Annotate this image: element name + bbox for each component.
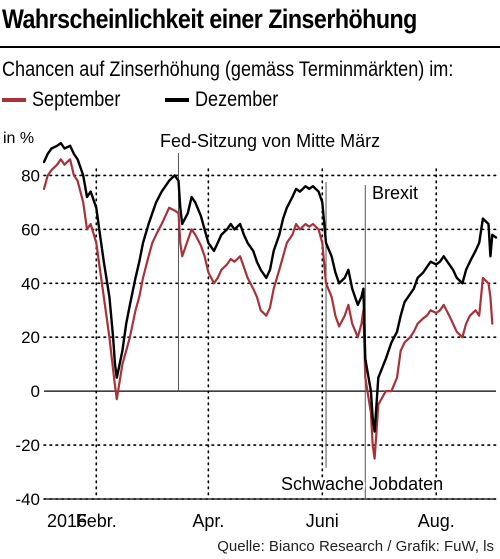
annotation-label-brexit: Brexit bbox=[372, 183, 418, 203]
series-line-dezember bbox=[42, 141, 498, 433]
x-tick-label: 2016 bbox=[47, 511, 87, 531]
title-rule bbox=[0, 46, 500, 48]
chart-title: Wahrscheinlichkeit einer Zinserhöhung bbox=[2, 4, 417, 34]
series-line-september bbox=[42, 158, 494, 460]
legend-item-september: September bbox=[2, 87, 135, 113]
annotation-label-fed-halo: Fed-Sitzung von Mitte März bbox=[160, 131, 380, 151]
x-tick-label: Apr. bbox=[192, 511, 224, 531]
y-tick-label: 60 bbox=[21, 220, 40, 239]
y-tick-label: 20 bbox=[21, 328, 40, 347]
legend-label-september: September bbox=[32, 88, 121, 111]
y-axis-unit-label: in % bbox=[3, 130, 34, 147]
x-tick-label: Juni bbox=[306, 511, 339, 531]
annotation-label-fed: Fed-Sitzung von Mitte März bbox=[160, 131, 380, 151]
source-note: Quelle: Bianco Research / Grafik: FuW, l… bbox=[217, 538, 494, 555]
x-tick-label: Aug. bbox=[418, 511, 455, 531]
y-tick-label: -40 bbox=[15, 490, 40, 509]
chart-subtitle: Chancen auf Zinserhöhung (gemäss Terminm… bbox=[2, 58, 454, 81]
y-tick-label: 0 bbox=[31, 382, 40, 401]
legend-label-dezember: Dezember bbox=[195, 88, 279, 111]
legend-item-dezember: Dezember bbox=[165, 87, 292, 113]
annotation-label-brexit-halo: Brexit bbox=[372, 183, 418, 203]
x-tick-label: Febr. bbox=[76, 511, 117, 531]
legend-swatch-september bbox=[2, 98, 26, 102]
y-tick-label: 80 bbox=[21, 166, 40, 185]
legend-swatch-dezember bbox=[165, 98, 189, 102]
annotation-label-jobdaten-halo: Schwache Jobdaten bbox=[281, 474, 443, 494]
annotation-label-jobdaten: Schwache Jobdaten bbox=[281, 474, 443, 494]
y-tick-label: 40 bbox=[21, 274, 40, 293]
y-tick-label: -20 bbox=[15, 436, 40, 455]
